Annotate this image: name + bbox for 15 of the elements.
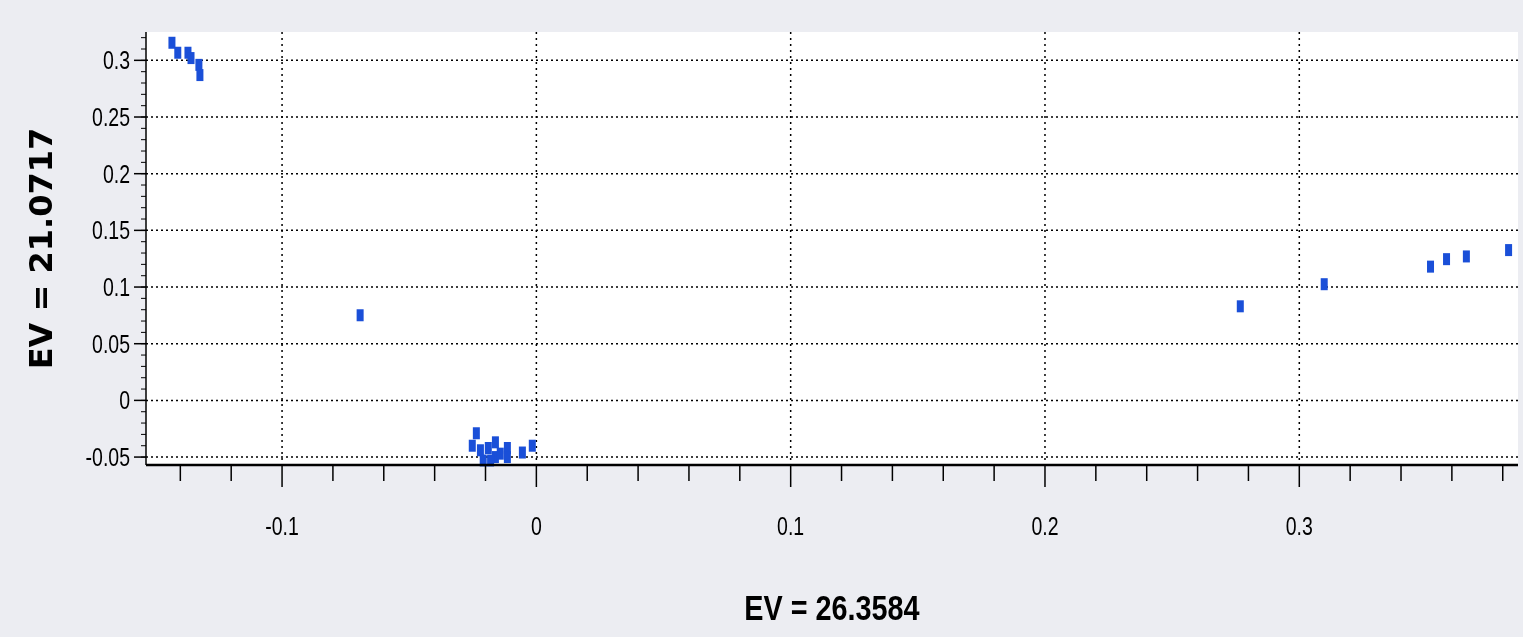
x-tick-label: -0.1 — [265, 511, 299, 541]
x-axis-title: EV = 26.3584 — [744, 586, 920, 628]
x-tick-label: 0 — [530, 511, 542, 541]
y-tick-label: 0.25 — [92, 102, 130, 132]
y-tick-label: 0.3 — [102, 45, 130, 75]
y-tick-label: 0 — [119, 385, 130, 416]
y-tick-label: 0.2 — [102, 158, 130, 189]
y-tick-label: 0.05 — [92, 328, 130, 359]
y-tick-label: -0.05 — [85, 442, 130, 472]
y-tick-label: 0.1 — [102, 272, 130, 302]
x-tick-label: 0.2 — [1031, 511, 1059, 541]
x-tick-label: 0.3 — [1285, 511, 1313, 541]
x-tick-label: 0.1 — [777, 511, 805, 541]
y-tick-label: 0.15 — [92, 215, 130, 246]
y-axis-title: EV = 21.0717 — [22, 127, 60, 370]
